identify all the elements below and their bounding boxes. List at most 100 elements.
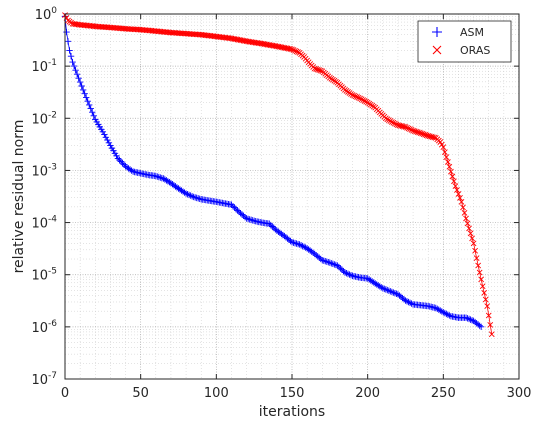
- data-point: [390, 289, 397, 296]
- y-tick-label: 10-4: [31, 215, 57, 232]
- data-point: [479, 283, 486, 290]
- data-point: [247, 216, 255, 224]
- data-point: [441, 149, 448, 155]
- data-point: [454, 187, 460, 193]
- data-point: [347, 272, 355, 279]
- x-tick-label: 100: [204, 386, 229, 401]
- data-point: [290, 47, 297, 53]
- data-point: [443, 154, 450, 160]
- x-tick-label: 50: [132, 386, 149, 401]
- data-point: [289, 46, 295, 53]
- data-point: [444, 159, 451, 165]
- data-point: [90, 112, 97, 120]
- data-point: [319, 256, 326, 264]
- data-point: [464, 315, 471, 322]
- data-point: [191, 194, 199, 201]
- data-point: [405, 298, 412, 306]
- data-point: [154, 173, 161, 180]
- data-point: [102, 134, 110, 141]
- data-point: [86, 101, 93, 109]
- legend: ASM ORAS: [417, 20, 512, 63]
- x-axis-label: iterations: [259, 404, 325, 420]
- data-point: [188, 193, 196, 200]
- data-point: [194, 195, 202, 202]
- data-point: [294, 240, 302, 248]
- data-point: [291, 239, 299, 247]
- data-point: [476, 322, 483, 329]
- data-point: [288, 239, 296, 246]
- data-point: [231, 204, 238, 211]
- data-point: [487, 322, 494, 328]
- x-tick-labels: 0 50 100 150 200 250 300: [61, 386, 532, 401]
- data-point: [390, 119, 397, 126]
- data-point: [381, 285, 388, 293]
- y-tick-label: 100: [35, 6, 58, 23]
- data-point: [82, 94, 90, 101]
- data-point: [322, 257, 329, 265]
- data-point: [385, 287, 393, 294]
- data-point: [379, 285, 386, 292]
- data-point: [78, 82, 85, 90]
- data-point: [391, 289, 399, 297]
- data-point: [443, 310, 450, 318]
- data-point: [460, 204, 466, 211]
- data-point: [451, 178, 457, 185]
- data-point: [246, 216, 253, 223]
- data-point: [240, 212, 247, 220]
- data-point: [84, 98, 91, 105]
- data-point: [182, 190, 190, 197]
- data-point: [228, 201, 235, 208]
- data-point: [293, 240, 300, 247]
- data-point: [89, 109, 96, 116]
- data-point: [337, 265, 344, 272]
- data-point: [420, 131, 427, 138]
- data-point: [119, 159, 126, 167]
- data-point: [352, 93, 359, 100]
- data-point: [75, 74, 82, 82]
- data-point: [402, 297, 409, 304]
- data-point: [267, 221, 275, 229]
- data-point: [482, 296, 489, 303]
- data-point: [470, 240, 477, 247]
- data-point: [193, 194, 200, 202]
- data-point: [329, 260, 337, 268]
- data-point: [473, 255, 480, 262]
- legend-label: ORAS: [460, 44, 490, 57]
- data-point: [446, 163, 453, 170]
- x-tick-label: 0: [61, 386, 69, 401]
- data-point: [452, 183, 459, 190]
- data-point: [292, 47, 298, 54]
- legend-label: ASM: [460, 26, 484, 39]
- data-point: [290, 239, 297, 246]
- y-tick-label: 10-2: [31, 110, 57, 127]
- data-point: [341, 269, 349, 276]
- data-point: [358, 96, 365, 103]
- data-point: [81, 90, 88, 97]
- data-point: [458, 198, 465, 205]
- data-point: [120, 161, 128, 168]
- data-point: [104, 136, 111, 144]
- data-point: [314, 66, 321, 73]
- data-point: [393, 121, 400, 128]
- legend-box: [417, 20, 512, 63]
- data-point: [235, 208, 243, 216]
- x-tick-label: 200: [355, 386, 380, 401]
- data-point: [116, 156, 123, 164]
- data-point: [229, 202, 237, 210]
- data-point: [293, 48, 300, 55]
- data-point: [441, 309, 449, 317]
- data-point: [478, 276, 485, 283]
- data-point: [455, 191, 462, 197]
- axis-ticks: [64, 13, 520, 380]
- data-point: [249, 217, 256, 224]
- y-tick-label: 10-3: [31, 162, 57, 179]
- data-point: [461, 210, 468, 216]
- data-point: [67, 53, 75, 60]
- data-point: [269, 223, 276, 230]
- data-point: [357, 95, 363, 102]
- data-point: [440, 309, 447, 316]
- data-point: [387, 288, 394, 295]
- data-point: [158, 174, 166, 182]
- legend-marker: [432, 45, 442, 55]
